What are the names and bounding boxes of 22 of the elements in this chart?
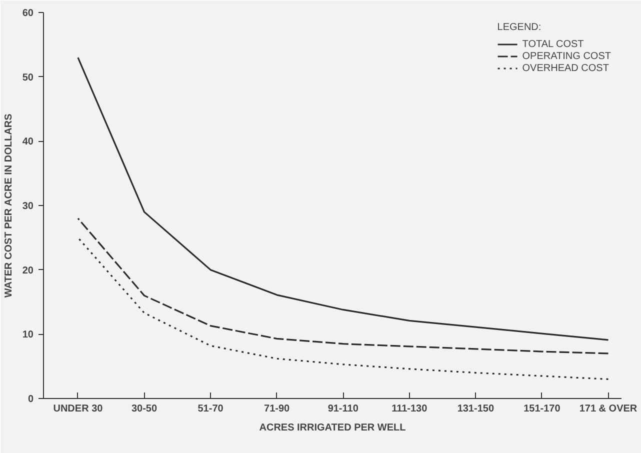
legend-title: LEGEND:: [497, 22, 542, 33]
legend-label: OPERATING COST: [522, 50, 611, 62]
x-tick-label: 151-170: [524, 404, 561, 414]
y-tick-label: 40: [22, 136, 34, 148]
y-tick-label: 30: [22, 201, 34, 212]
x-tick-label: 51-70: [198, 404, 224, 414]
y-tick-label: 20: [22, 265, 34, 276]
x-axis-title: ACRES IRRIGATED PER WELL: [259, 422, 406, 434]
x-tick-label: UNDER 30: [53, 404, 104, 414]
x-tick-label: 30-50: [131, 404, 158, 414]
y-tick-label: 0: [28, 394, 34, 405]
legend-label: OVERHEAD COST: [522, 62, 609, 74]
y-tick-label: 50: [22, 72, 34, 84]
y-tick-label: 10: [22, 330, 34, 341]
y-axis-title: WATER COST PER ACRE IN DOLLARS: [3, 113, 14, 298]
x-tick-label: 111-130: [392, 404, 428, 414]
x-tick-label: 71-90: [264, 404, 290, 414]
legend-label: TOTAL COST: [522, 38, 584, 50]
x-tick-label: 91-110: [328, 404, 359, 414]
y-tick-label: 60: [22, 8, 34, 19]
x-tick-label: 171 & OVER: [579, 404, 638, 414]
x-tick-label: 131-150: [457, 404, 494, 414]
